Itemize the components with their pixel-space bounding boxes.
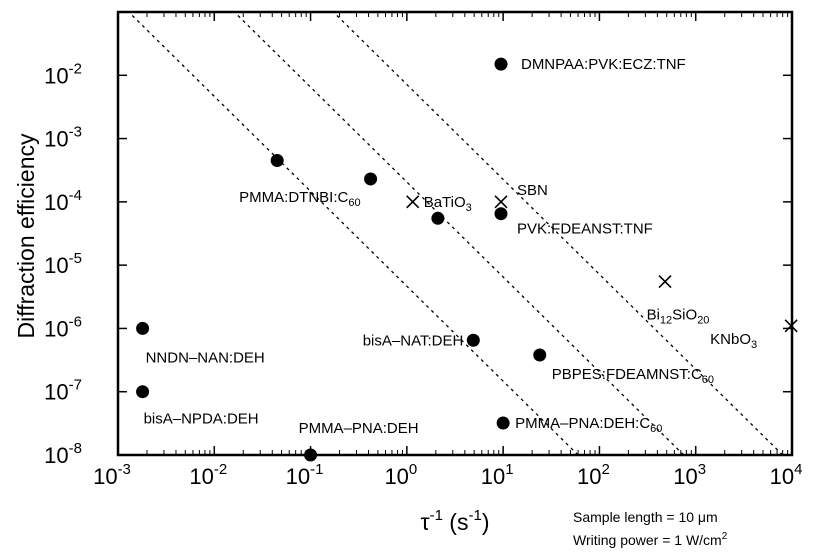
x-tick-label: 101 [481,461,514,489]
y-tick-label: 10-7 [44,377,82,405]
reference-line-1 [128,12,579,455]
data-label: PMMA:DTNBI:C60 [239,189,360,209]
plot-frame [116,10,794,457]
annotation-writing-power: Writing power = 1 W/cm2 [573,531,728,548]
x-tick-label: 10-2 [189,461,227,489]
data-point-circle [136,321,150,335]
data-point-circle [494,57,508,71]
data-point-cross [658,275,672,289]
data-marks [136,57,798,462]
reference-line-2 [233,12,685,455]
axis-ticks: 10-3 10-2 10-1 100 101 102 103 104 10-8 10-7 10-6 1… [44,12,802,489]
y-tick-label: 10-6 [44,313,82,341]
data-point-cross [406,195,420,209]
data-point-circle [304,448,318,462]
y-tick-label: 10-8 [44,440,82,468]
data-point-circle [533,348,547,362]
x-tick-label: 10-1 [286,461,324,489]
x-tick-label: 102 [577,461,610,489]
data-label: Bi12SiO20 [647,307,710,327]
svg-text:τ-1 (s-1): τ-1 (s-1) [420,507,489,535]
reference-lines [128,12,784,455]
data-point-circle [431,211,445,225]
data-label: KNbO3 [710,331,757,351]
x-tick-label: 103 [673,461,706,489]
y-axis-title: Diffraction efficiency [13,133,39,338]
data-label: PVK:FDEANST:TNF [517,221,653,238]
data-label: NNDN–NAN:DEH [146,349,265,366]
data-point-cross [784,319,798,333]
reference-line-3 [332,12,784,455]
y-tick-label: 10-2 [44,60,82,88]
data-labels: DMNPAA:PVK:ECZ:TNF PMMA:DTNBI:C60 PVK:FDEA… [144,56,758,437]
data-point-circle [496,416,510,430]
data-point-cross [494,195,508,209]
data-label: PMMA–PNA:DEH:C60 [515,415,662,435]
data-point-circle [364,172,378,186]
data-label: DMNPAA:PVK:ECZ:TNF [521,56,686,73]
annotation-sample-length: Sample length = 10 μm [573,509,718,525]
data-point-circle [270,154,284,168]
data-label: PMMA–PNA:DEH [299,420,419,437]
data-point-circle [494,207,508,221]
y-tick-label: 10-4 [44,187,82,215]
data-point-circle [466,333,480,347]
data-label: PBPES:FDEAMNST:C60 [552,366,714,386]
y-tick-label: 10-3 [44,124,82,152]
y-tick-label: 10-5 [44,250,82,278]
data-label: bisA–NAT:DEH [363,332,464,349]
data-label: bisA–NPDA:DEH [144,411,259,428]
x-axis-title: τ-1 (s-1) [420,507,489,535]
x-tick-label: 100 [384,461,417,489]
x-tick-label: 104 [770,461,803,489]
data-label: BaTiO3 [424,194,472,214]
data-point-circle [136,385,150,399]
x-tick-label: 10-3 [93,461,131,489]
data-label: SBN [517,182,548,199]
